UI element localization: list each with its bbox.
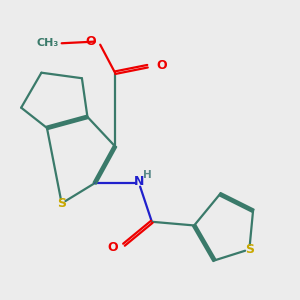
Text: O: O [107,241,118,254]
Text: N: N [134,175,144,188]
Text: O: O [85,35,95,48]
Text: S: S [57,197,66,210]
Text: O: O [156,59,167,72]
Text: H: H [143,170,152,180]
Text: CH₃: CH₃ [37,38,59,48]
Text: S: S [245,243,254,256]
